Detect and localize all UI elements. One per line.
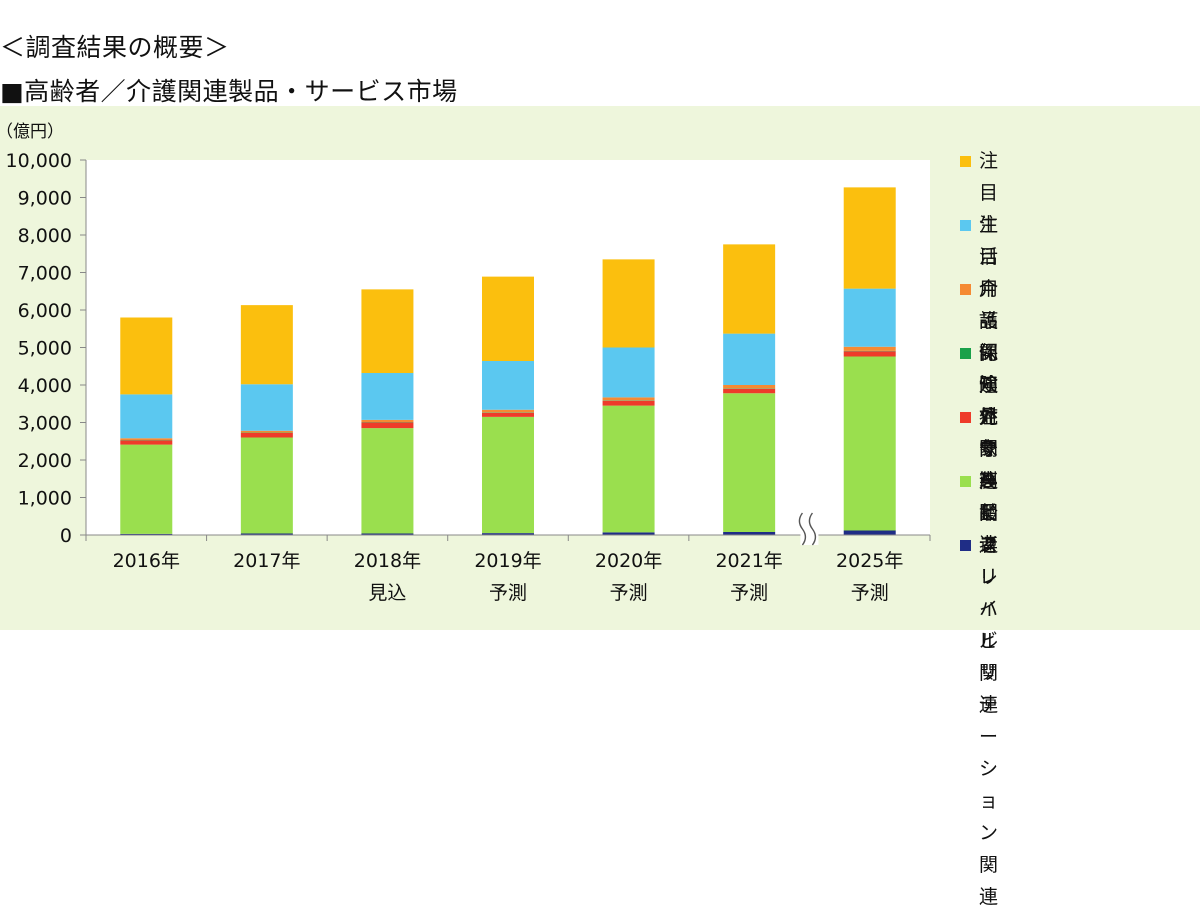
bar-segment — [603, 259, 655, 347]
legend-swatch — [960, 156, 971, 167]
bar-segment — [482, 417, 534, 533]
bar-segment — [361, 289, 413, 373]
legend-item: フレイル関連 — [960, 529, 998, 721]
y-tick-label: 8,000 — [18, 225, 72, 247]
x-tick-label: 2019年 — [474, 550, 541, 572]
bar-segment — [482, 410, 534, 413]
x-tick-label: 予測 — [730, 582, 768, 604]
bar-segment — [844, 357, 896, 531]
x-tick-label: 予測 — [851, 582, 889, 604]
y-axis: 0 1,000 2,000 3,000 4,000 5,000 6,000 7,000 8,00… — [6, 150, 86, 547]
legend-swatch — [960, 540, 971, 551]
bar-segment — [120, 438, 172, 440]
bar-segment — [241, 305, 293, 384]
bar-segment — [603, 401, 655, 406]
x-tick-label: 2018年 — [354, 550, 421, 572]
bar-segment — [844, 351, 896, 356]
bar-segment — [120, 318, 172, 395]
y-tick-label: 3,000 — [18, 413, 72, 435]
x-tick-label: 見込 — [368, 582, 406, 604]
bar-segment — [120, 394, 172, 438]
bar-segment — [603, 406, 655, 533]
stacked-bar-chart: （億円） 0 1,000 2,000 3,000 4,000 5,000 6,000 7,00… — [0, 0, 1200, 630]
bar-segment — [723, 389, 775, 394]
bar-segment — [723, 393, 775, 532]
bar-segment — [361, 420, 413, 422]
bar-segment — [482, 413, 534, 417]
y-tick-label: 0 — [60, 525, 72, 547]
bar-segment — [241, 431, 293, 433]
bar-segment — [482, 277, 534, 361]
bar-segment — [603, 348, 655, 398]
y-tick-label: 4,000 — [18, 375, 72, 397]
bar-segment — [844, 347, 896, 351]
x-tick-label: 2016年 — [113, 550, 180, 572]
legend-label: フレイル関連 — [979, 529, 998, 721]
bar-segment — [120, 445, 172, 534]
bar-segment — [241, 384, 293, 431]
bar-segment — [241, 433, 293, 438]
axis-break-mark — [799, 513, 818, 545]
y-axis-unit-label: （億円） — [0, 122, 64, 142]
bar-segment — [361, 423, 413, 429]
bar-segment — [603, 397, 655, 400]
y-tick-label: 5,000 — [18, 338, 72, 360]
bar-segment — [361, 428, 413, 533]
x-tick-label: 2017年 — [233, 550, 300, 572]
y-tick-label: 1,000 — [18, 488, 72, 510]
x-tick-label: 予測 — [610, 582, 648, 604]
bar-segment — [844, 187, 896, 288]
bar-segment — [844, 289, 896, 347]
bar-segment — [361, 373, 413, 420]
y-tick-label: 2,000 — [18, 450, 72, 472]
bar-segment — [723, 385, 775, 388]
bar-segment — [723, 244, 775, 333]
bar-segment — [241, 438, 293, 534]
legend-swatch — [960, 412, 971, 423]
x-tick-label: 予測 — [489, 582, 527, 604]
x-tick-label: 2021年 — [715, 550, 782, 572]
legend-swatch — [960, 476, 971, 487]
legend-swatch — [960, 220, 971, 231]
legend-swatch — [960, 284, 971, 295]
y-tick-label: 7,000 — [18, 263, 72, 285]
bar-segment — [120, 441, 172, 445]
x-tick-label: 2020年 — [595, 550, 662, 572]
x-tick-label: 2025年 — [836, 550, 903, 572]
bar-segment — [844, 531, 896, 536]
bar-segment — [482, 361, 534, 410]
bar-segment — [723, 334, 775, 385]
y-tick-label: 9,000 — [18, 188, 72, 210]
y-tick-label: 10,000 — [6, 150, 72, 172]
y-tick-label: 6,000 — [18, 300, 72, 322]
legend-swatch — [960, 348, 971, 359]
